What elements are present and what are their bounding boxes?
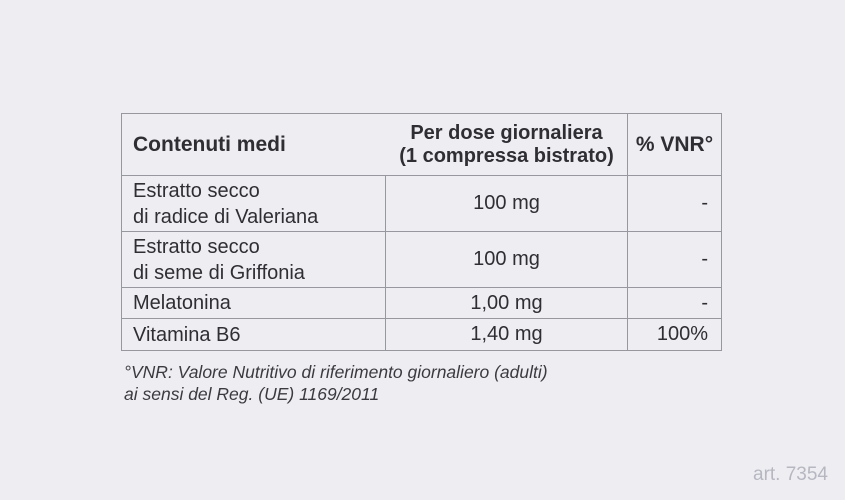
ingredient-name: Melatonina [122,288,386,319]
table-row-melatonina: Melatonina 1,00 mg - [122,288,721,319]
header-contents: Contenuti medi [122,114,386,176]
ingredient-name: Estratto secco di seme di Griffonia [122,232,386,288]
amount-value: 100 mg [386,176,628,232]
vnr-value: 100% [656,323,708,345]
vnr-value: - [628,232,721,288]
vnr-value: - [628,176,721,232]
table-row-griffonia: Estratto secco di seme di Griffonia 100 … [122,232,721,288]
table-row-valeriana: Estratto secco di radice di Valeriana 10… [122,176,721,232]
header-vnr: % VNR° [628,114,721,176]
table-row-vitamina-b6: Vitamina B6 1,40 mg 100% [122,319,721,350]
amount-value: 1,00 mg [386,288,628,319]
nutrition-table: Contenuti medi Per dose giornaliera (1 c… [121,113,722,351]
ingredient-name: Estratto secco di radice di Valeriana [122,176,386,232]
vnr-footnote: °VNR: Valore Nutritivo di riferimento gi… [124,362,548,404]
amount-value: 100 mg [386,232,628,288]
table-header-row: Contenuti medi Per dose giornaliera (1 c… [122,114,721,176]
article-number: art. 7354 [753,464,828,485]
amount-value: 1,40 mg [386,319,628,350]
header-dose: Per dose giornaliera (1 compressa bistra… [386,114,628,176]
ingredient-name: Vitamina B6 [122,319,386,350]
vnr-value: - [628,288,721,319]
